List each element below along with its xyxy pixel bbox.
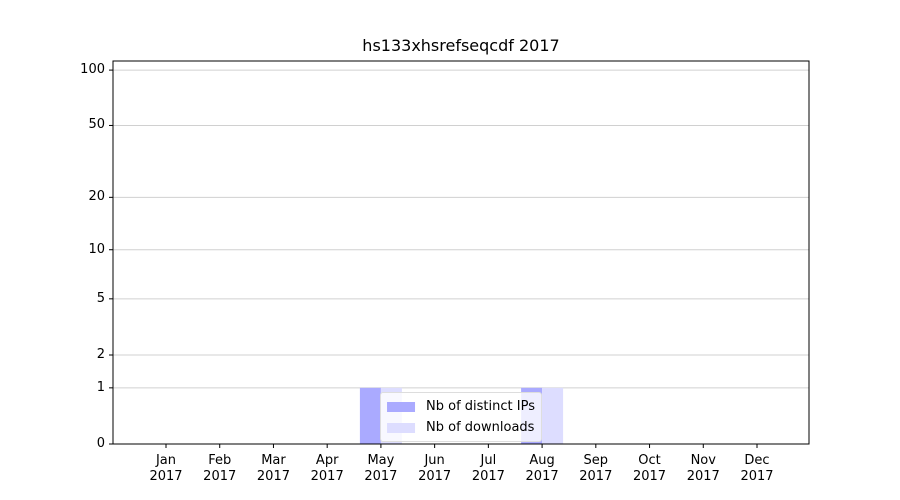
x-tick-label: Mar 2017 bbox=[256, 453, 290, 484]
x-tick-label: Sep 2017 bbox=[579, 453, 613, 484]
bar bbox=[542, 387, 564, 444]
legend-item: Nb of downloads bbox=[387, 417, 535, 438]
y-tick-label: 10 bbox=[88, 241, 105, 257]
x-tick-label: Oct 2017 bbox=[632, 453, 667, 484]
y-tick-label: 20 bbox=[88, 189, 105, 205]
y-tick-label: 50 bbox=[88, 117, 105, 133]
x-tick-label: Apr 2017 bbox=[310, 453, 344, 484]
y-tick-label: 5 bbox=[96, 290, 105, 306]
x-tick-label: Jul 2017 bbox=[471, 453, 505, 484]
x-tick-label: Dec 2017 bbox=[740, 453, 774, 484]
x-tick-label: Aug 2017 bbox=[525, 453, 559, 484]
x-tick-label: May 2017 bbox=[364, 453, 398, 484]
y-tick-label: 1 bbox=[96, 379, 105, 395]
legend-label: Nb of distinct IPs bbox=[426, 399, 535, 414]
legend-item: Nb of distinct IPs bbox=[387, 396, 535, 417]
legend-label: Nb of downloads bbox=[426, 420, 535, 435]
x-tick-label: Jan 2017 bbox=[149, 453, 183, 484]
y-tick-label: 2 bbox=[96, 346, 105, 362]
legend-swatch bbox=[387, 422, 416, 433]
x-tick-label: Nov 2017 bbox=[686, 453, 720, 484]
legend: Nb of distinct IPs Nb of downloads bbox=[380, 392, 542, 442]
plot-frame bbox=[112, 60, 810, 445]
legend-swatch bbox=[387, 401, 416, 412]
y-tick-label: 0 bbox=[96, 436, 105, 451]
y-tick-label: 100 bbox=[80, 62, 105, 78]
bar bbox=[359, 387, 381, 444]
x-tick-label: Feb 2017 bbox=[203, 453, 237, 484]
chart-title: hs133xhsrefseqcdf 2017 bbox=[362, 36, 560, 55]
x-tick-label: Jun 2017 bbox=[418, 453, 452, 484]
